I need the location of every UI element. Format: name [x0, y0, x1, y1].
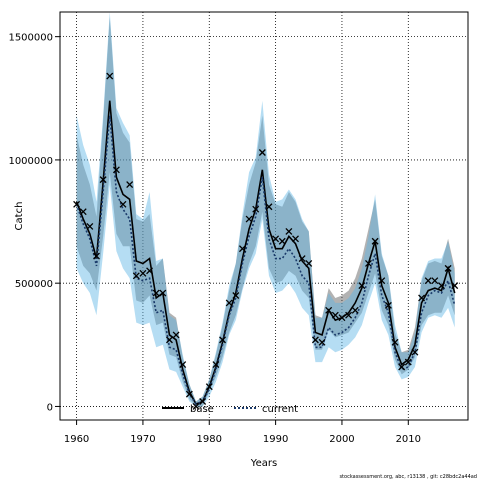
- observed-point: [225, 299, 233, 307]
- observed-point: [292, 235, 299, 243]
- observed-point: [371, 237, 379, 245]
- x-tick-label: 1990: [263, 434, 288, 445]
- x-tick-label: 1970: [130, 434, 155, 445]
- observed-point: [345, 311, 353, 319]
- observed-point: [325, 306, 333, 314]
- observed-point: [398, 363, 406, 371]
- observed-point: [438, 282, 445, 290]
- x-axis-title: Years: [250, 458, 277, 469]
- x-axis: 1960 1970 1980 1990 2000 2010: [64, 420, 421, 445]
- legend-base-label: base: [190, 404, 214, 415]
- observed-point: [185, 390, 193, 398]
- observed-point: [404, 358, 412, 366]
- observed-point: [232, 292, 240, 299]
- footnote: stockassessment.org, abc, r13138 , git: …: [339, 474, 477, 480]
- observed-point: [179, 361, 187, 368]
- observed-point: [358, 282, 366, 290]
- observed-point: [318, 338, 326, 346]
- observed-point: [444, 264, 452, 272]
- observed-point: [86, 223, 94, 230]
- y-tick-label: 500000: [15, 279, 53, 290]
- observed-point: [252, 205, 260, 213]
- observed-point: [192, 402, 200, 410]
- observed-point: [126, 181, 134, 189]
- observed-point: [351, 306, 359, 314]
- observed-point: [311, 336, 319, 344]
- observed-point: [166, 336, 173, 344]
- y-tick-label: 1500000: [8, 33, 53, 44]
- observed-point: [391, 338, 399, 346]
- plot-frame: [59, 11, 469, 421]
- observed-markers: [73, 72, 459, 410]
- observed-point: [119, 200, 127, 208]
- legend: base current: [162, 404, 298, 415]
- observed-point: [431, 277, 439, 285]
- y-tick-label: 1000000: [8, 156, 53, 167]
- observed-point: [338, 314, 346, 322]
- y-tick-label: 0: [47, 402, 53, 413]
- series-lines: [75, 100, 456, 405]
- base-series-line: [75, 100, 456, 405]
- observed-point: [172, 331, 180, 339]
- observed-point: [199, 398, 207, 405]
- observed-point: [79, 208, 87, 216]
- observed-point: [219, 336, 226, 344]
- observed-point: [212, 361, 220, 368]
- observed-point: [99, 176, 107, 184]
- observed-point: [272, 235, 280, 243]
- observed-point: [451, 282, 459, 290]
- observed-point: [73, 200, 81, 208]
- observed-point: [205, 383, 213, 391]
- observed-point: [378, 277, 386, 285]
- observed-point: [365, 259, 372, 267]
- x-tick-label: 2010: [396, 434, 421, 445]
- x-tick-label: 1980: [197, 434, 222, 445]
- observed-point: [265, 203, 273, 211]
- observed-point: [418, 294, 426, 302]
- y-axis: 0 500000 1000000 1500000: [8, 33, 60, 413]
- grid-lines: [60, 12, 468, 420]
- observed-point: [411, 348, 419, 356]
- observed-point: [278, 237, 286, 245]
- x-tick-label: 2000: [329, 434, 354, 445]
- observed-point: [152, 289, 160, 297]
- observed-point: [106, 72, 114, 80]
- observed-point: [132, 272, 140, 280]
- x-tick-label: 1960: [64, 434, 89, 445]
- y-axis-title: Catch: [14, 202, 25, 231]
- observed-point: [146, 267, 154, 275]
- legend-current-label: current: [262, 404, 298, 415]
- observed-point: [139, 269, 147, 277]
- observed-point: [331, 311, 339, 319]
- observed-point: [285, 227, 293, 235]
- observed-point: [384, 301, 392, 309]
- observed-point: [424, 277, 432, 285]
- observed-point: [238, 245, 246, 253]
- observed-point: [245, 215, 253, 223]
- observed-point: [112, 166, 120, 174]
- observed-point: [258, 149, 266, 156]
- current-series-line: [75, 115, 456, 405]
- observed-point: [93, 252, 100, 260]
- observed-point: [298, 255, 306, 262]
- observed-point: [305, 259, 313, 267]
- observed-point: [159, 289, 167, 297]
